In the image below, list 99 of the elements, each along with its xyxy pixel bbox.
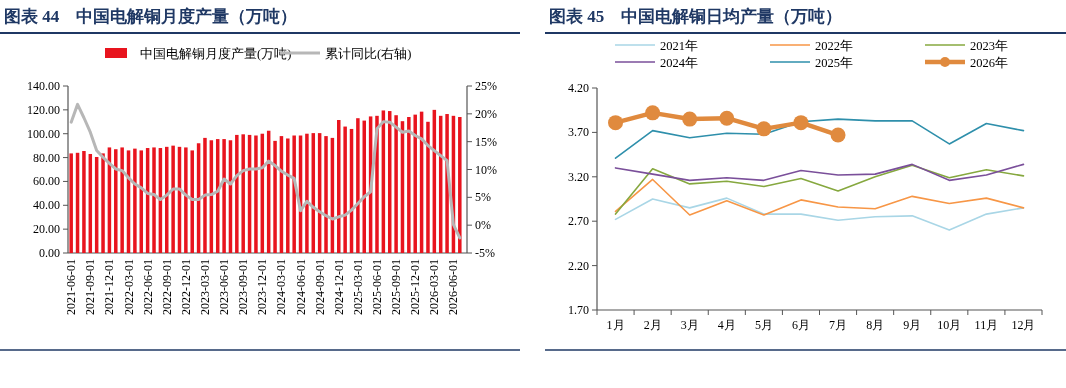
- y-tick-label: 20.00: [33, 222, 60, 237]
- bar: [343, 126, 347, 253]
- x-tick-label: 10月: [937, 318, 962, 332]
- x-tick-label: 2025-12-01: [408, 259, 423, 315]
- bar: [292, 135, 296, 253]
- bar: [273, 140, 277, 253]
- point: [719, 110, 735, 126]
- y2-tick-label: 10%: [475, 162, 497, 177]
- legend-label: 2025年: [815, 55, 853, 70]
- x-tick-label: 2026-03-01: [427, 259, 442, 315]
- y-tick-label: 2.70: [568, 214, 589, 229]
- y2-tick-label: 20%: [475, 106, 497, 121]
- y-tick-label: 140.00: [27, 79, 60, 93]
- x-tick-label: 9月: [903, 318, 922, 332]
- x-tick-label: 2023-12-01: [255, 259, 270, 315]
- bar: [394, 115, 398, 253]
- x-tick-label: 2月: [643, 318, 662, 332]
- point: [793, 115, 809, 131]
- y-tick-label: 3.70: [568, 125, 589, 140]
- bar: [286, 138, 290, 253]
- bar: [337, 120, 341, 253]
- y-tick-label: 100.00: [27, 126, 60, 141]
- bar: [120, 147, 124, 253]
- x-tick-label: 11月: [974, 318, 999, 332]
- x-tick-label: 1月: [606, 318, 625, 332]
- legend-label: 2024年: [660, 55, 698, 70]
- bar: [165, 146, 169, 253]
- x-tick-label: 2022-12-01: [178, 259, 193, 315]
- bar: [133, 148, 137, 254]
- y-tick-label: 4.20: [568, 81, 589, 95]
- bar: [69, 153, 73, 253]
- bar: [356, 118, 360, 253]
- x-tick-label: 2023-03-01: [198, 259, 212, 315]
- x-tick-label: 2021-06-01: [64, 259, 79, 315]
- bar: [190, 150, 194, 253]
- x-tick-label: 2025-03-01: [350, 259, 365, 315]
- bar: [203, 137, 207, 253]
- point: [608, 115, 624, 131]
- y2-tick-label: 25%: [475, 79, 497, 93]
- y-tick-label: 40.00: [33, 198, 60, 213]
- x-tick-label: 2022-03-01: [121, 259, 136, 315]
- y2-tick-label: 0%: [475, 218, 491, 233]
- point: [645, 105, 661, 121]
- y-tick-label: 60.00: [33, 174, 60, 189]
- x-tick-label: 2024-12-01: [331, 259, 346, 315]
- bar: [82, 151, 86, 253]
- bar: [222, 139, 226, 253]
- legend-label: 2021年: [660, 38, 698, 53]
- y2-tick-label: -5%: [475, 246, 495, 260]
- bar: [324, 136, 328, 253]
- x-tick-label: 2025-09-01: [389, 259, 404, 315]
- legend-label: 2022年: [815, 38, 853, 53]
- point: [756, 121, 772, 137]
- point: [830, 127, 846, 143]
- x-tick-label: 12月: [1011, 318, 1036, 332]
- y-tick-label: 2.20: [568, 258, 589, 273]
- bar: [171, 145, 175, 253]
- legend-label: 累计同比(右轴): [325, 46, 412, 61]
- x-tick-label: 2025-06-01: [370, 259, 384, 315]
- bar: [426, 121, 430, 253]
- bar: [152, 147, 156, 253]
- x-tick-label: 3月: [680, 318, 699, 332]
- x-tick-label: 2021-09-01: [83, 259, 98, 315]
- y-tick-label: 120.00: [27, 102, 60, 117]
- y-tick-label: 3.20: [568, 169, 589, 184]
- x-tick-label: 5月: [754, 318, 773, 332]
- x-tick-label: 2021-12-01: [102, 259, 117, 315]
- bar: [254, 135, 258, 253]
- legend-label: 2026年: [970, 55, 1008, 70]
- legend-label: 2023年: [970, 38, 1008, 53]
- y-tick-label: 80.00: [33, 150, 60, 165]
- bar: [407, 117, 411, 253]
- chart-title: 图表 44 中国电解铜月度产量（万吨）: [4, 7, 298, 26]
- x-tick-label: 2023-09-01: [236, 259, 251, 315]
- bar: [114, 149, 118, 253]
- point: [682, 111, 698, 127]
- chart-title: 图表 45 中国电解铜日均产量（万吨）: [549, 7, 843, 26]
- x-tick-label: 2024-03-01: [274, 259, 289, 315]
- x-tick-label: 2024-09-01: [312, 259, 327, 315]
- x-tick-label: 2022-09-01: [159, 259, 174, 315]
- bar: [184, 147, 188, 253]
- x-tick-label: 6月: [791, 318, 810, 332]
- y2-tick-label: 15%: [475, 134, 497, 149]
- bar: [413, 114, 417, 253]
- y-tick-label: 0.00: [39, 246, 60, 260]
- x-tick-label: 2023-06-01: [217, 259, 232, 315]
- y-tick-label: 1.70: [568, 303, 589, 317]
- x-tick-label: 2026-06-01: [446, 259, 461, 315]
- x-tick-label: 2022-06-01: [140, 259, 155, 315]
- x-tick-label: 2024-06-01: [293, 259, 308, 315]
- y2-tick-label: 5%: [475, 190, 491, 205]
- bar: [235, 134, 239, 253]
- x-tick-label: 4月: [717, 318, 736, 332]
- bar: [305, 133, 309, 253]
- x-tick-label: 7月: [829, 318, 848, 332]
- x-tick-label: 8月: [866, 318, 885, 332]
- bar: [458, 117, 462, 253]
- bar: [241, 134, 245, 253]
- bar: [101, 153, 105, 253]
